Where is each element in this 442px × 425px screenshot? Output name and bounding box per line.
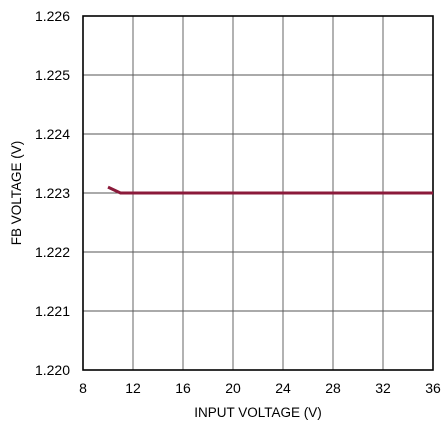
y-tick-label: 1.223 (35, 185, 70, 201)
y-tick-label: 1.220 (35, 362, 70, 378)
series-group (107, 185, 433, 195)
x-tick-label: 36 (425, 380, 441, 396)
x-tick-label: 28 (325, 380, 341, 396)
x-tick-labels: 8 12 16 20 24 28 32 36 (79, 380, 441, 396)
y-tick-label: 1.225 (35, 67, 70, 83)
x-axis-title: INPUT VOLTAGE (V) (194, 405, 322, 420)
y-tick-label: 1.224 (35, 126, 70, 142)
x-tick-label: 12 (125, 380, 141, 396)
x-tick-label: 20 (225, 380, 241, 396)
x-tick-label: 16 (175, 380, 191, 396)
y-tick-label: 1.221 (35, 303, 70, 319)
y-tick-label: 1.222 (35, 244, 70, 260)
x-tick-label: 32 (375, 380, 391, 396)
y-axis-title: FB VOLTAGE (V) (9, 141, 24, 246)
y-tick-label: 1.226 (35, 8, 70, 24)
x-tick-label: 8 (79, 380, 87, 396)
x-tick-label: 24 (275, 380, 291, 396)
series-line-0 (107, 185, 433, 195)
y-tick-labels: 1.220 1.221 1.222 1.223 1.224 1.225 1.226 (35, 8, 70, 378)
